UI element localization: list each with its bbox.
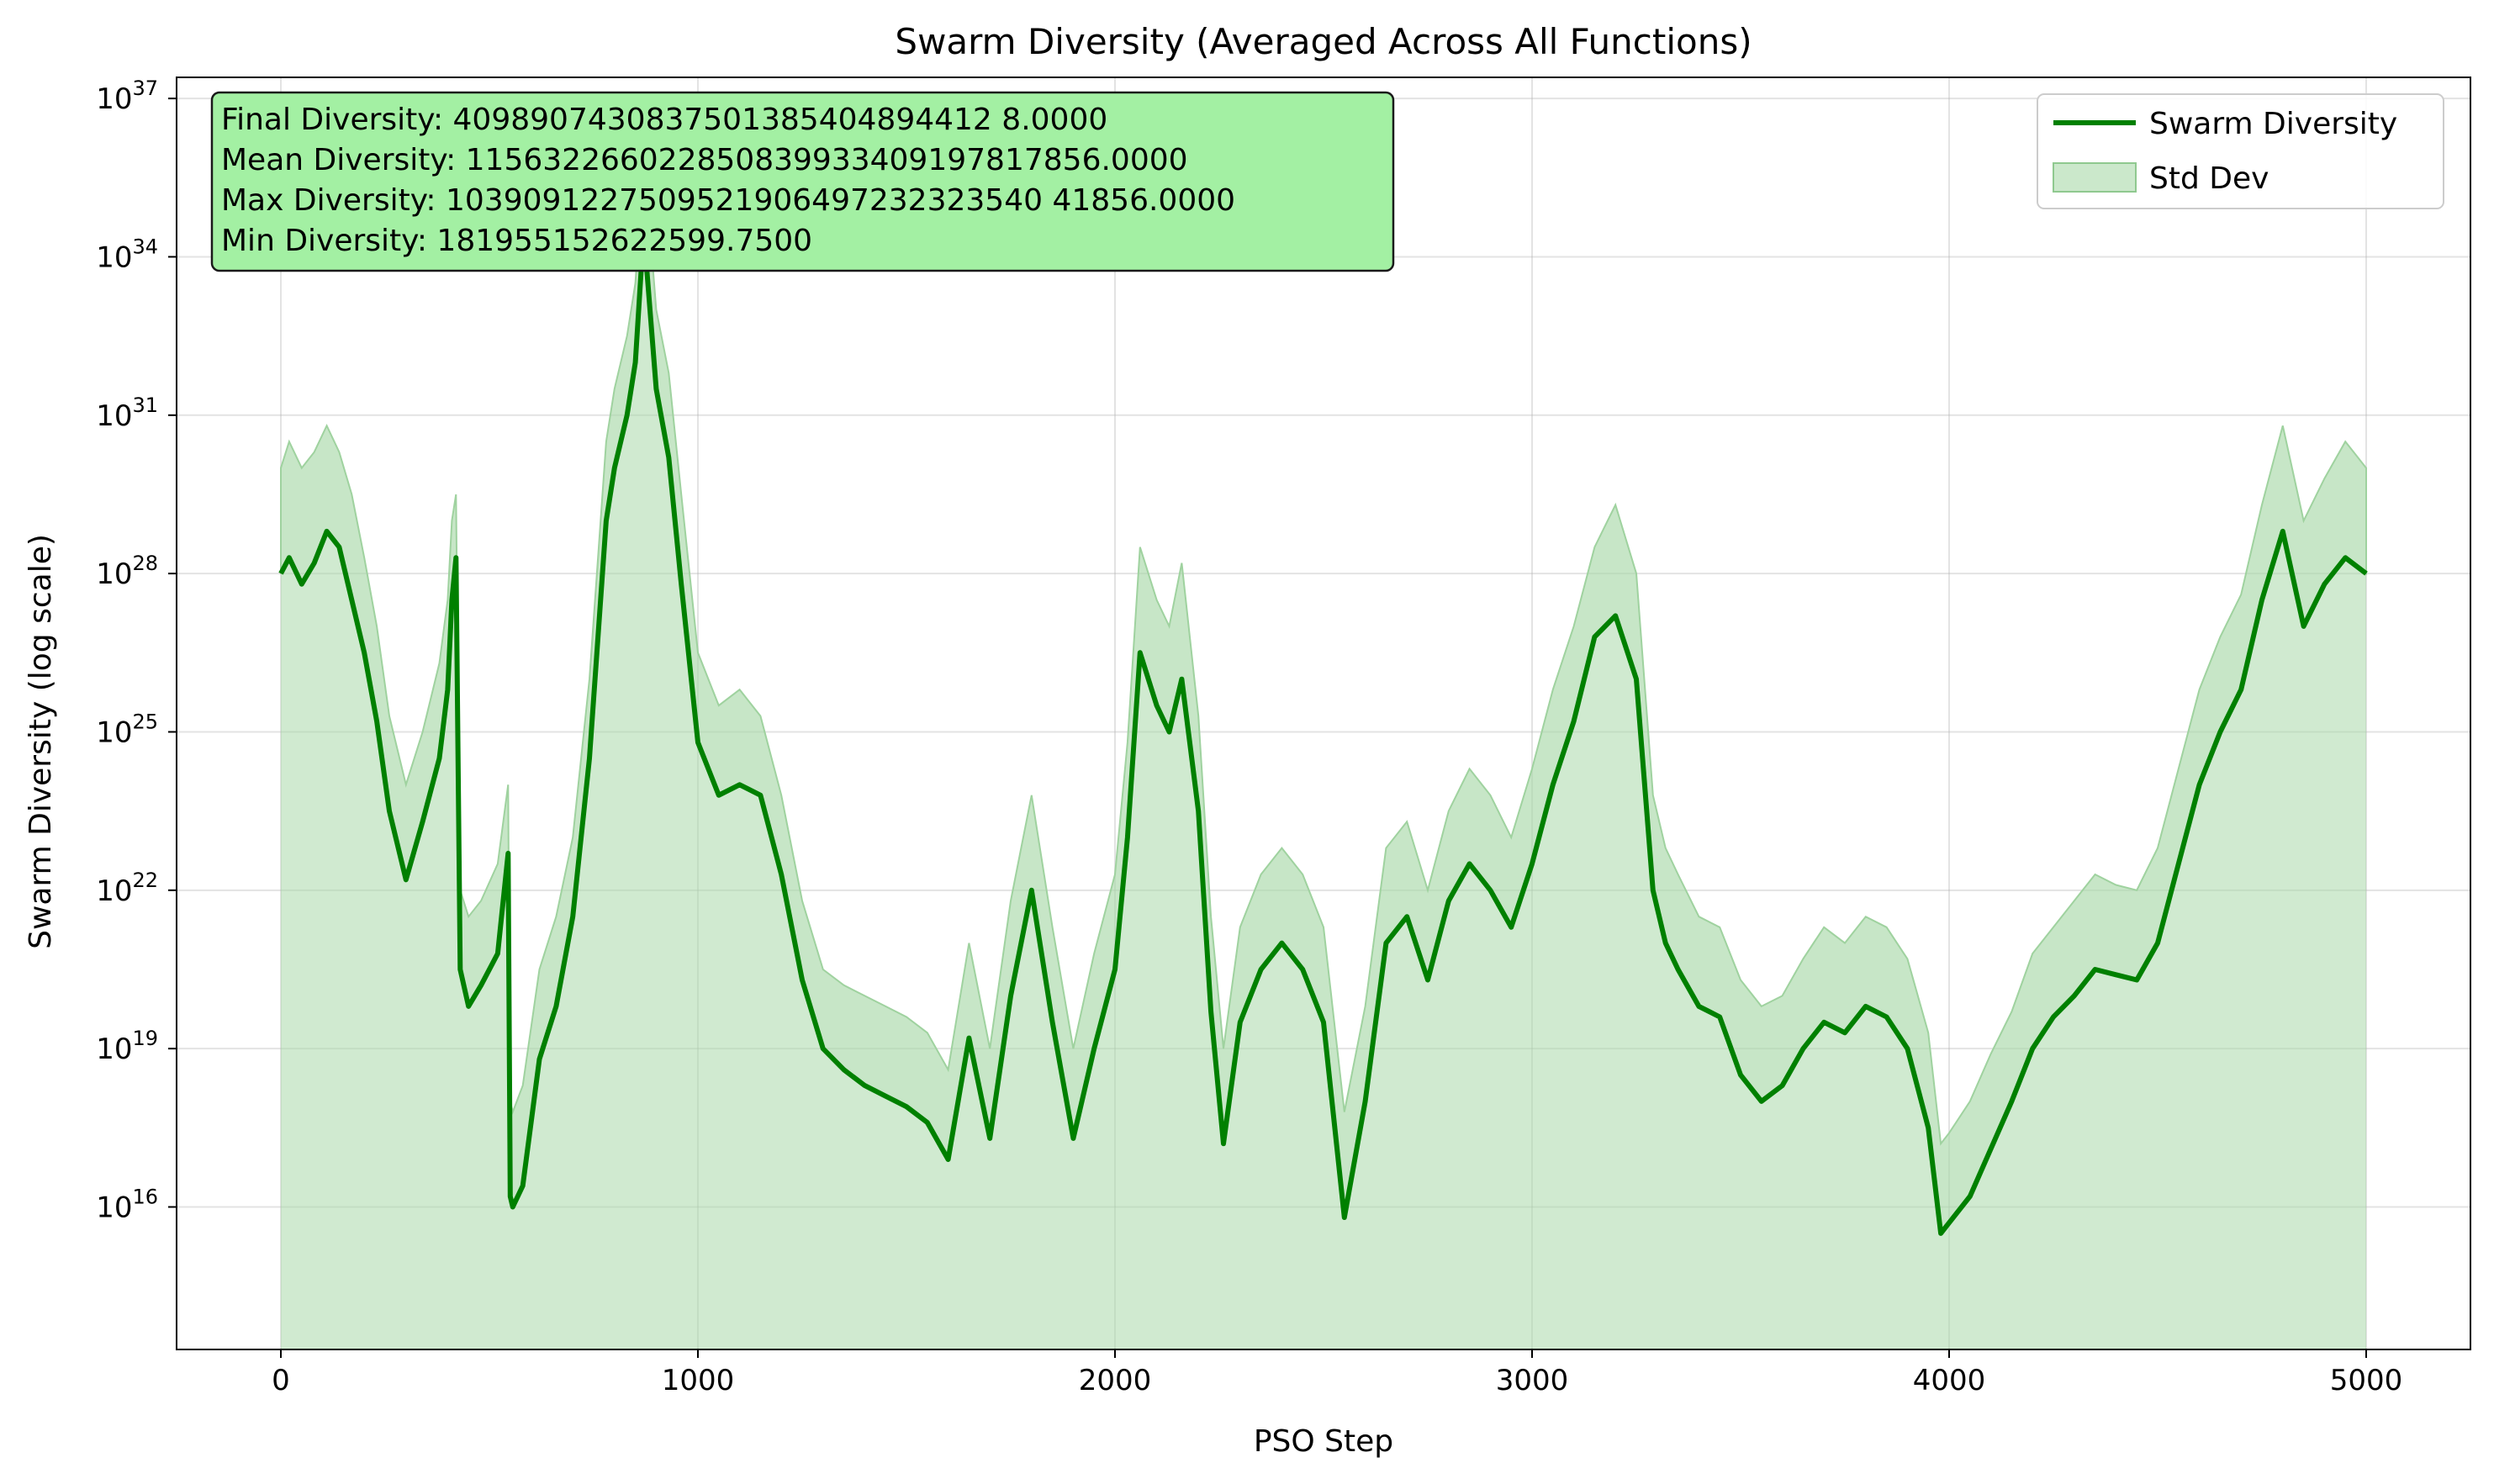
x-tick-label-0: 0	[272, 1364, 290, 1397]
x-tick-label-5: 5000	[2330, 1364, 2403, 1397]
y-tick-label-4: 1028	[96, 552, 158, 591]
y-tick-label-0: 1016	[96, 1185, 158, 1224]
y-tick-label-5: 1031	[96, 393, 158, 433]
stats-max-diversity: Max Diversity: 1039091227509521906497232…	[221, 183, 1235, 218]
legend-label-swarm-diversity: Swarm Diversity	[2149, 107, 2397, 141]
legend-label-std-dev: Std Dev	[2149, 161, 2269, 196]
stats-min-diversity: Min Diversity: 181955152622599.7500	[221, 224, 812, 258]
y-tick-label-1: 1019	[96, 1027, 158, 1066]
diversity-line-layer	[278, 228, 2368, 1236]
stats-mean-diversity: Mean Diversity: 115632266022850839933409…	[221, 143, 1188, 177]
x-tick-label-4: 4000	[1913, 1364, 1986, 1397]
x-tick-label-2: 2000	[1079, 1364, 1152, 1397]
x-axis-label: PSO Step	[1254, 1424, 1393, 1459]
legend: Swarm Diversity Std Dev	[2037, 93, 2444, 209]
stats-final-diversity: Final Diversity: 40989074308375013854048…	[221, 103, 1107, 137]
y-tick-label-6: 1034	[96, 235, 158, 274]
legend-box	[2037, 93, 2444, 209]
x-tick-label-1: 1000	[662, 1364, 735, 1397]
y-axis-label: Swarm Diversity (log scale)	[24, 534, 58, 949]
std-dev-base-fill	[281, 230, 2366, 1350]
x-tick-label-3: 3000	[1496, 1364, 1569, 1397]
chart-title: Swarm Diversity (Averaged Across All Fun…	[895, 21, 1752, 62]
stats-box-background	[210, 91, 1395, 272]
plot-frame	[176, 77, 2471, 1350]
legend-swatch-std-dev	[2053, 162, 2137, 193]
y-axis-ticks: 1016 1019 1022 1025 1028 1031 1034 1037	[96, 77, 177, 1224]
swarm-diversity-line	[278, 228, 2368, 1236]
y-tick-label-2: 1022	[96, 869, 158, 908]
y-tick-label-3: 1025	[96, 710, 158, 749]
x-axis-ticks: 0 1000 2000 3000 4000 5000	[272, 1349, 2402, 1397]
y-tick-label-7: 1037	[96, 77, 158, 116]
stats-box: Final Diversity: 40989074308375013854048…	[210, 91, 1395, 272]
